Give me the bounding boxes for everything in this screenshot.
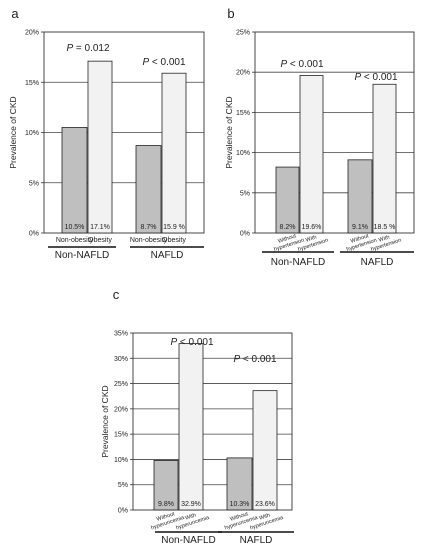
y-axis-label: Prevalence of CKD bbox=[224, 96, 234, 168]
bar bbox=[275, 166, 300, 234]
plot-frame bbox=[43, 31, 205, 234]
p-value-text: < 0.001 bbox=[240, 354, 277, 365]
y-tick-label: 10% bbox=[25, 130, 39, 137]
p-value-symbol: P bbox=[280, 59, 287, 70]
bar bbox=[87, 60, 113, 234]
chart-panel-c: c 0% 5% 10% 15% 20% 25% 30% 35% Prevalence of CKD… bbox=[100, 287, 294, 546]
category-label-line: With bbox=[305, 234, 317, 243]
chart-panel-b: b 0% 5% 10% 15% 20% 25% Prevalence of CKD 8.2% Wi… bbox=[224, 6, 415, 268]
group-label: Non-NAFLD bbox=[55, 250, 109, 261]
bar bbox=[161, 72, 187, 234]
y-axis-label: Prevalence of CKD bbox=[8, 96, 18, 168]
category-label-line: With bbox=[259, 512, 271, 521]
bar bbox=[61, 127, 88, 234]
value-label: 15.9 % bbox=[163, 224, 185, 231]
value-label: 23.6% bbox=[255, 501, 275, 508]
category-label-line: Without bbox=[277, 233, 297, 245]
category-label-line: Without bbox=[229, 511, 249, 523]
category-label: Non-obesity bbox=[130, 237, 168, 244]
p-value-symbol: P bbox=[66, 43, 73, 54]
p-value: P < 0.001 bbox=[233, 354, 277, 365]
p-value-symbol: P bbox=[170, 337, 177, 348]
value-label: 10.3% bbox=[230, 501, 250, 508]
group-label: Non-NAFLD bbox=[161, 535, 215, 546]
bar bbox=[347, 159, 373, 234]
p-value-symbol: P bbox=[233, 354, 240, 365]
category-label-line: With bbox=[185, 512, 197, 521]
group-label: NAFLD bbox=[361, 257, 394, 268]
bar bbox=[153, 460, 179, 511]
p-value: P < 0.001 bbox=[142, 57, 186, 68]
y-tick-label: 25% bbox=[236, 30, 250, 37]
p-value-text: < 0.001 bbox=[149, 57, 186, 68]
group-label: NAFLD bbox=[240, 535, 273, 546]
category-label: Obesity bbox=[88, 237, 112, 244]
category-label-line: Without bbox=[350, 233, 370, 245]
value-label: 8.7% bbox=[141, 224, 157, 231]
p-value: P = 0.012 bbox=[66, 43, 110, 54]
y-tick-label: 0% bbox=[240, 231, 250, 238]
y-tick-label: 20% bbox=[236, 70, 250, 77]
value-label: 18.5 % bbox=[374, 224, 396, 231]
panel-letter: a bbox=[11, 6, 19, 21]
y-tick-label: 0% bbox=[118, 508, 128, 515]
y-tick-label: 5% bbox=[29, 180, 39, 187]
plot-frame bbox=[132, 332, 293, 511]
y-tick-label: 10% bbox=[114, 457, 128, 464]
chart-panel-a: a 0% 5% 10% 15% 20% Prevalence of CKD 10.5% Non-… bbox=[8, 6, 205, 261]
plot-frame bbox=[254, 31, 415, 234]
category-label: Obesity bbox=[162, 237, 186, 244]
panel-letter: b bbox=[227, 6, 234, 21]
y-tick-label: 5% bbox=[118, 482, 128, 489]
p-value: P < 0.001 bbox=[280, 59, 324, 70]
y-tick-label: 5% bbox=[240, 190, 250, 197]
y-tick-label: 25% bbox=[114, 381, 128, 388]
y-tick-label: 15% bbox=[25, 80, 39, 87]
value-label: 19.6% bbox=[302, 224, 322, 231]
bar bbox=[372, 83, 397, 234]
value-label: 17.1% bbox=[90, 224, 110, 231]
y-tick-label: 0% bbox=[29, 231, 39, 238]
y-tick-label: 35% bbox=[114, 331, 128, 338]
panel-letter: c bbox=[113, 287, 120, 302]
y-tick-label: 30% bbox=[114, 356, 128, 363]
bar bbox=[178, 343, 204, 511]
y-tick-label: 20% bbox=[25, 30, 39, 37]
category-label-line: With bbox=[378, 234, 390, 243]
y-axis-label: Prevalence of CKD bbox=[100, 385, 110, 457]
bar bbox=[252, 390, 278, 511]
value-label: 9.1% bbox=[352, 224, 368, 231]
value-label: 32.9% bbox=[181, 501, 201, 508]
p-value: P < 0.001 bbox=[170, 337, 214, 348]
group-label: NAFLD bbox=[151, 250, 184, 261]
category-label-line: Without bbox=[156, 511, 176, 523]
y-tick-label: 15% bbox=[114, 432, 128, 439]
y-tick-label: 10% bbox=[236, 150, 250, 157]
p-value-text: < 0.001 bbox=[361, 72, 398, 83]
value-label: 10.5% bbox=[65, 224, 85, 231]
category-label: Non-obesity bbox=[56, 237, 94, 244]
bar bbox=[226, 457, 253, 511]
p-value-text: < 0.001 bbox=[177, 337, 214, 348]
y-tick-label: 15% bbox=[236, 110, 250, 117]
bar bbox=[135, 145, 162, 234]
p-value-text: = 0.012 bbox=[73, 43, 110, 54]
bar bbox=[299, 75, 324, 234]
p-value-symbol: P bbox=[354, 72, 361, 83]
value-label: 9.8% bbox=[158, 501, 174, 508]
value-label: 8.2% bbox=[280, 224, 296, 231]
y-tick-label: 20% bbox=[114, 406, 128, 413]
p-value-text: < 0.001 bbox=[287, 59, 324, 70]
p-value: P < 0.001 bbox=[354, 72, 398, 83]
p-value-symbol: P bbox=[142, 57, 149, 68]
group-label: Non-NAFLD bbox=[271, 257, 325, 268]
